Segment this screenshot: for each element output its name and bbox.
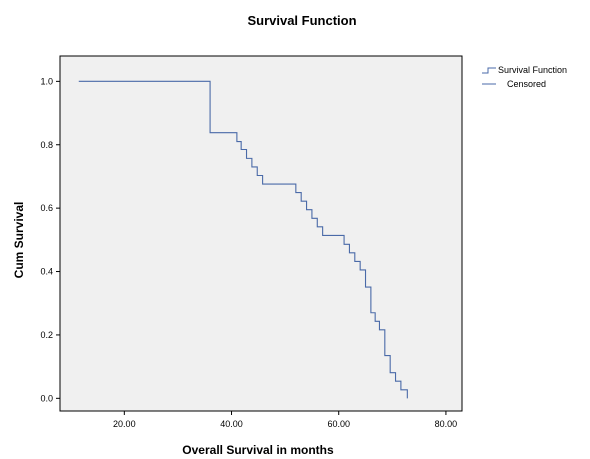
x-axis-ticks: 20.00 40.00 60.00 80.00 [113,411,457,429]
y-axis-ticks: 0.0 0.2 0.4 0.6 0.8 1.0 [40,76,60,403]
y-tick-label: 0.8 [40,140,53,150]
y-tick-label: 0.0 [40,393,53,403]
x-tick-label: 80.00 [435,419,458,429]
x-axis-title: Overall Survival in months [182,443,334,457]
y-axis-title: Cum Survival [12,202,26,279]
x-tick-label: 40.00 [220,419,243,429]
y-tick-label: 1.0 [40,76,53,86]
legend-label-survival-function: Survival Function [498,65,567,75]
x-tick-label: 20.00 [113,419,136,429]
x-tick-label: 60.00 [327,419,350,429]
legend: Survival Function Censored [482,65,567,89]
legend-survival-function-icon [482,67,496,74]
chart-title: Survival Function [247,13,356,28]
legend-label-censored: Censored [507,79,546,89]
y-tick-label: 0.4 [40,267,53,277]
series-layer [78,80,408,399]
y-tick-label: 0.2 [40,330,53,340]
plot-area [59,55,463,412]
survival-function-step-line [78,80,408,399]
y-tick-label: 0.6 [40,203,53,213]
